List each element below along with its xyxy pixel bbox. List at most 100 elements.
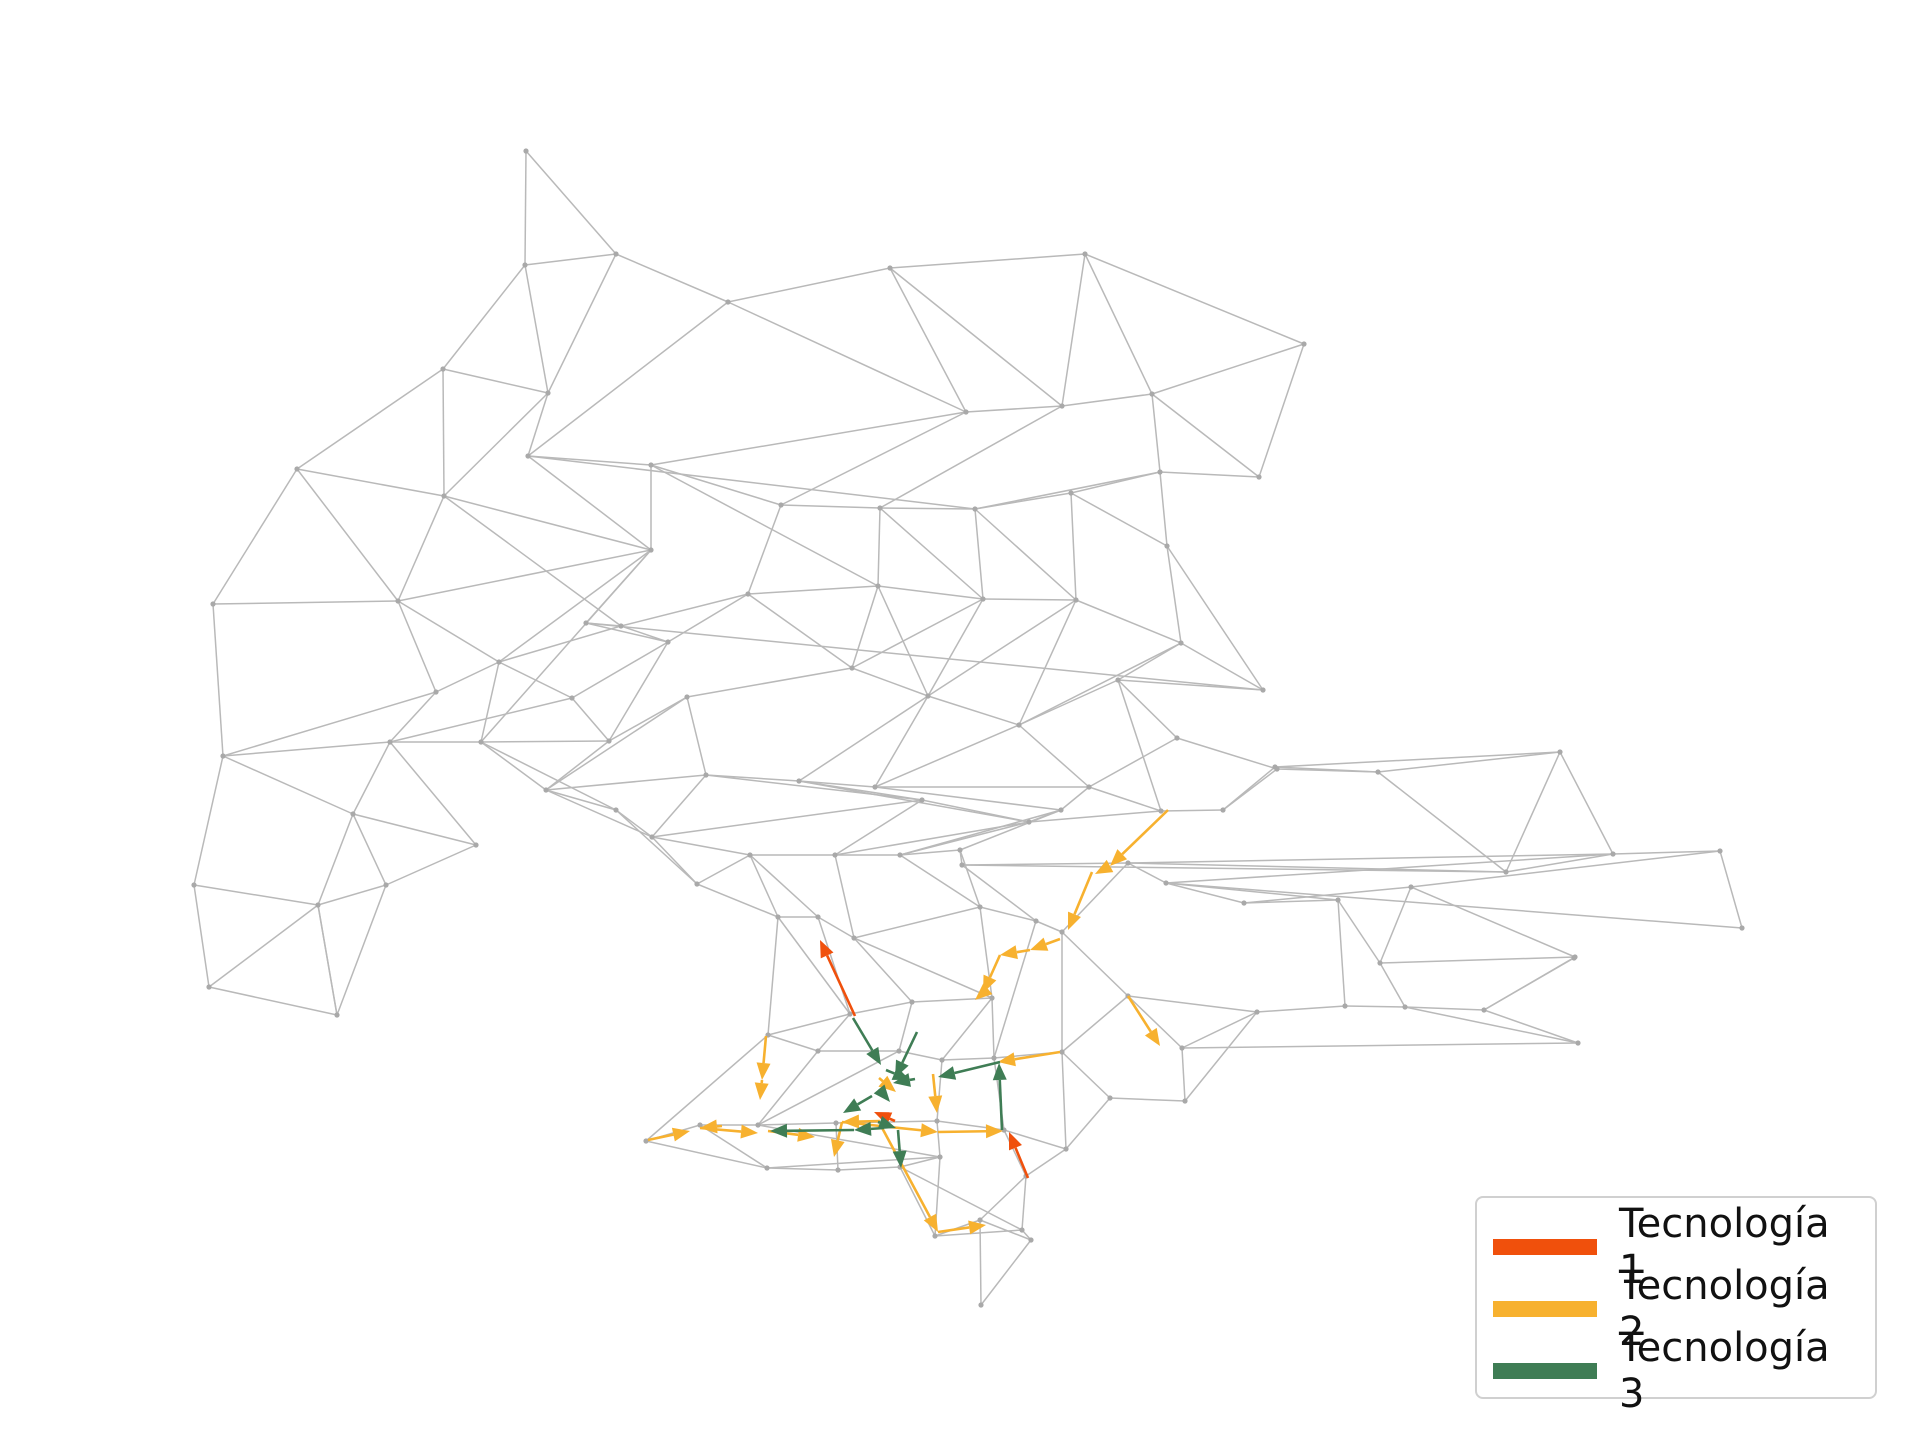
network-edge xyxy=(620,593,749,627)
network-edge xyxy=(498,661,573,699)
network-node xyxy=(523,148,529,154)
flow-arrow-tecnologia-2 xyxy=(1068,871,1094,930)
network-edge xyxy=(1003,1129,1027,1177)
network-node xyxy=(569,695,575,701)
network-edge xyxy=(480,740,610,743)
network-edge xyxy=(650,464,879,587)
network-edge xyxy=(1061,393,1153,407)
network-node xyxy=(1107,1095,1113,1101)
network-node xyxy=(1125,860,1131,866)
network-edge xyxy=(974,508,1077,601)
network-edge xyxy=(696,854,751,885)
network-node xyxy=(606,738,612,744)
legend-item-tecnologia-1: Tecnología 1 xyxy=(1493,1201,1859,1293)
network-edge xyxy=(749,854,819,918)
network-node xyxy=(441,493,447,499)
flow-arrow-tecnologia-2 xyxy=(878,1075,896,1092)
network-edge xyxy=(899,809,1062,856)
network-node xyxy=(1402,1004,1408,1010)
network-node xyxy=(872,784,878,790)
network-node xyxy=(648,462,654,468)
network-edge xyxy=(193,884,319,906)
network-edge xyxy=(1061,253,1086,407)
network-edge xyxy=(545,740,610,791)
network-edge xyxy=(524,253,617,266)
network-edge xyxy=(961,864,1507,873)
network-edge xyxy=(1070,492,1077,601)
network-edge xyxy=(352,813,477,846)
network-edge xyxy=(727,301,967,413)
network-edge xyxy=(1018,724,1090,788)
network-edge xyxy=(1243,899,1339,904)
network-edge xyxy=(397,549,652,602)
network-node xyxy=(684,694,690,700)
network-edge xyxy=(1166,545,1264,691)
network-node xyxy=(796,778,802,784)
network-edge xyxy=(498,549,652,663)
network-edge xyxy=(1151,393,1260,478)
network-edge xyxy=(982,598,1077,601)
network-edge xyxy=(1337,899,1346,1007)
flow-arrow-tecnologia-2 xyxy=(1126,995,1160,1046)
network-edge xyxy=(498,625,622,663)
network-edge xyxy=(899,1156,941,1168)
network-edge xyxy=(767,916,779,1036)
network-edge xyxy=(1117,679,1162,812)
flow-arrow-tecnologia-1 xyxy=(1009,1132,1030,1179)
network-node xyxy=(980,596,986,602)
network-node xyxy=(1059,929,1065,935)
network-node xyxy=(1182,1098,1188,1104)
network-node xyxy=(1408,884,1414,890)
network-edge xyxy=(757,1050,819,1126)
network-edge xyxy=(1003,1129,1067,1150)
network-edge xyxy=(1181,1042,1579,1049)
flow-arrow-tecnologia-3 xyxy=(851,1017,881,1065)
network-edge xyxy=(974,471,1161,510)
network-node xyxy=(478,739,484,745)
network-edge xyxy=(650,411,967,466)
network-node xyxy=(440,366,446,372)
network-edge xyxy=(1256,1005,1346,1013)
network-edge xyxy=(212,603,224,757)
network-edge xyxy=(650,464,782,506)
network-node xyxy=(1163,880,1169,886)
network-node xyxy=(1178,640,1184,646)
network-edge xyxy=(961,862,1129,866)
network-edge xyxy=(1151,393,1161,473)
network-node xyxy=(643,1138,649,1144)
network-node xyxy=(583,620,589,626)
network-edge xyxy=(524,150,527,266)
network-node xyxy=(1272,764,1278,770)
network-edge xyxy=(879,507,984,600)
flow-arrow-tecnologia-3 xyxy=(770,1123,855,1138)
legend-item-tecnologia-2: Tecnología 2 xyxy=(1493,1263,1859,1355)
network-node xyxy=(849,665,855,671)
network-edge xyxy=(899,849,961,856)
network-edge xyxy=(1337,899,1381,964)
flow-arrow-tecnologia-2 xyxy=(928,1073,943,1113)
network-node xyxy=(835,1167,841,1173)
network-edge xyxy=(525,150,617,255)
network-edge xyxy=(397,600,500,663)
network-edge xyxy=(442,368,549,394)
network-edge xyxy=(927,695,1020,726)
network-edge xyxy=(879,507,976,510)
network-edge xyxy=(705,774,800,782)
network-edge xyxy=(780,504,881,509)
network-edge xyxy=(527,455,652,551)
network-node xyxy=(350,811,356,817)
network-edge xyxy=(1061,995,1129,1053)
network-edge xyxy=(1410,886,1576,958)
network-edge xyxy=(686,667,853,698)
network-edge xyxy=(443,495,652,551)
legend-swatch-tecnologia-3 xyxy=(1493,1363,1597,1379)
network-edge xyxy=(1018,642,1182,726)
network-edge xyxy=(1127,995,1183,1049)
network-node xyxy=(1256,474,1262,480)
flow-arrow-tecnologia-2 xyxy=(998,1050,1061,1067)
network-node xyxy=(1241,900,1247,906)
network-edge xyxy=(1344,1005,1406,1008)
network-node xyxy=(755,1122,761,1128)
network-node xyxy=(545,390,551,396)
network-node xyxy=(957,847,963,853)
